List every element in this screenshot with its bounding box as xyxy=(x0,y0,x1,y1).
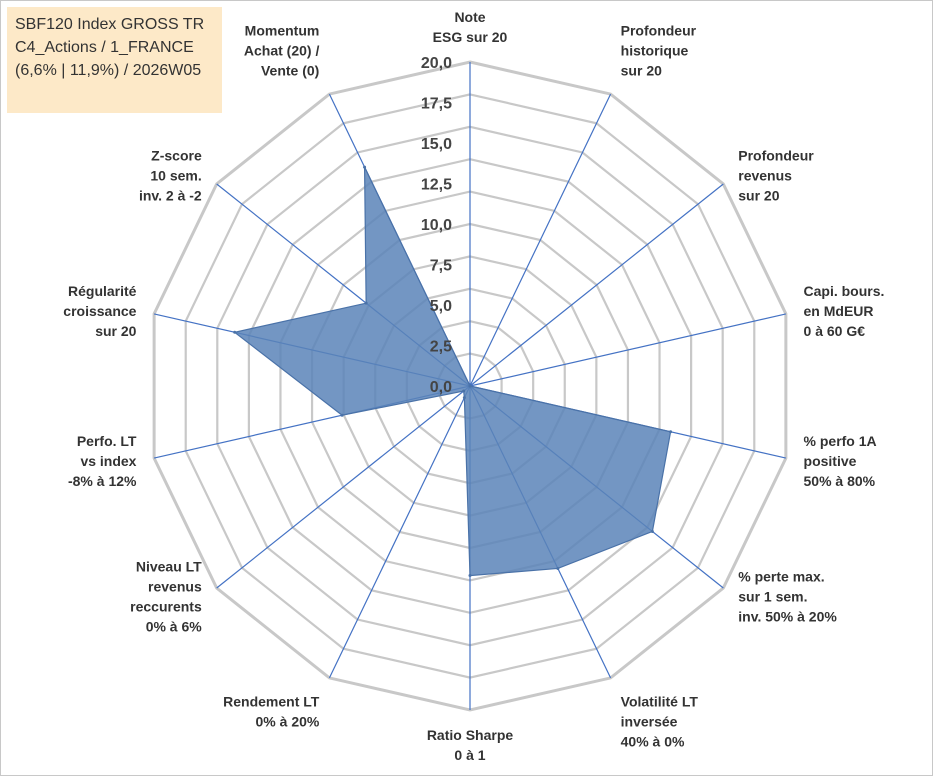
chart-title-box: SBF120 Index GROSS TR C4_Actions / 1_FRA… xyxy=(7,7,222,113)
tick-label: 20,0 xyxy=(421,55,452,72)
title-line-2: C4_Actions / 1_FRANCE xyxy=(15,39,194,56)
spoke-2 xyxy=(469,183,724,387)
axis-label-2: Profondeur revenus sur 20 xyxy=(738,147,814,203)
data-point-3 xyxy=(468,384,472,388)
axis-label-8: Rendement LT 0% à 20% xyxy=(223,694,320,730)
axis-label-5: % perte max. sur 1 sem. inv. 50% à 20% xyxy=(738,569,837,625)
spoke-3 xyxy=(469,313,787,387)
axis-labels: Note ESG sur 20 Profondeur historique sur 20… xyxy=(63,9,884,763)
series-area-0 xyxy=(233,166,672,577)
data-point-12 xyxy=(364,301,368,305)
axis-label-4: % perfo 1A positive 50% à 80% xyxy=(804,433,877,489)
data-point-9 xyxy=(462,389,466,393)
axis-label-1: Profondeur historique sur 20 xyxy=(621,22,697,78)
tick-label: 5,0 xyxy=(430,298,452,315)
radial-tick-labels: 0,0 2,5 5,0 7,5 10,0 12,5 15,0 17,5 20,0 xyxy=(421,55,452,396)
spoke-8 xyxy=(328,385,471,679)
axis-label-9: Niveau LT revenus reccurents 0% à 6% xyxy=(130,559,202,635)
data-point-7 xyxy=(468,574,472,578)
data-point-8 xyxy=(462,396,466,400)
tick-label: 15,0 xyxy=(421,136,452,153)
data-point-13 xyxy=(363,165,367,169)
data-point-11 xyxy=(233,330,237,334)
tick-label: 7,5 xyxy=(430,258,452,275)
axis-label-0: Note ESG sur 20 xyxy=(433,9,508,45)
tick-label: 17,5 xyxy=(421,96,452,113)
axis-label-3: Capi. bours. en MdEUR 0 à 60 G€ xyxy=(804,283,885,339)
axis-label-7: Ratio Sharpe 0 à 1 xyxy=(427,727,514,763)
title-line-1: SBF120 Index GROSS TR xyxy=(15,16,205,33)
data-point-5 xyxy=(650,529,654,533)
data-point-4 xyxy=(669,430,673,434)
data-point-10 xyxy=(340,413,344,417)
tick-label: 0,0 xyxy=(430,379,452,396)
axis-label-11: Régularité croissance sur 20 xyxy=(63,283,136,339)
axis-label-10: Perfo. LT vs index -8% à 12% xyxy=(68,433,137,489)
spoke-1 xyxy=(469,93,612,387)
axis-label-13: Momentum Achat (20) / Vente (0) xyxy=(244,22,320,78)
data-point-6 xyxy=(556,566,560,570)
axis-label-12: Z-score 10 sem. inv. 2 à -2 xyxy=(139,147,202,203)
spoke-9 xyxy=(216,385,471,589)
tick-label: 12,5 xyxy=(421,177,452,194)
tick-label: 10,0 xyxy=(421,217,452,234)
title-line-3: (6,6% | 11,9%) / 2026W05 xyxy=(15,62,202,79)
axis-label-6: Volatilité LT inversée 40% à 0% xyxy=(621,694,699,750)
tick-label: 2,5 xyxy=(430,339,452,356)
radar-series xyxy=(233,165,673,578)
